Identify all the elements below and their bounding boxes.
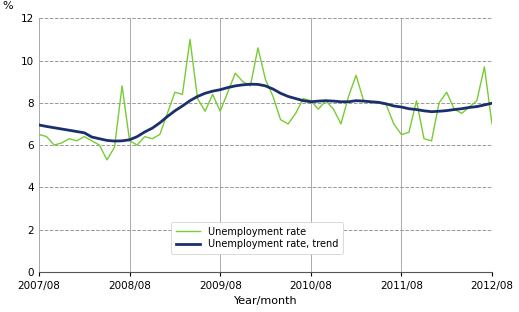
- Line: Unemployment rate, trend: Unemployment rate, trend: [39, 84, 492, 141]
- Unemployment rate, trend: [36, 123, 42, 127]
- Unemployment rate: [134, 143, 140, 147]
- Unemployment rate, trend: [323, 99, 329, 103]
- Unemployment rate, trend: [247, 82, 253, 86]
- Unemployment rate: [293, 111, 299, 115]
- Unemployment rate, trend: [293, 97, 299, 100]
- Unemployment rate: [104, 158, 110, 162]
- Unemployment rate: [149, 137, 155, 141]
- Line: Unemployment rate: Unemployment rate: [39, 39, 492, 160]
- Unemployment rate: [187, 37, 193, 41]
- Unemployment rate: [36, 133, 42, 136]
- Unemployment rate, trend: [489, 101, 495, 105]
- Unemployment rate: [444, 90, 450, 94]
- Y-axis label: %: %: [2, 1, 12, 11]
- X-axis label: Year/month: Year/month: [234, 296, 297, 306]
- Unemployment rate: [210, 92, 216, 96]
- Unemployment rate: [323, 99, 329, 103]
- Unemployment rate, trend: [202, 91, 208, 95]
- Unemployment rate, trend: [149, 126, 155, 130]
- Unemployment rate, trend: [134, 135, 140, 139]
- Unemployment rate, trend: [444, 109, 450, 113]
- Unemployment rate, trend: [112, 139, 118, 143]
- Legend: Unemployment rate, Unemployment rate, trend: Unemployment rate, Unemployment rate, tr…: [171, 222, 343, 254]
- Unemployment rate: [489, 122, 495, 126]
